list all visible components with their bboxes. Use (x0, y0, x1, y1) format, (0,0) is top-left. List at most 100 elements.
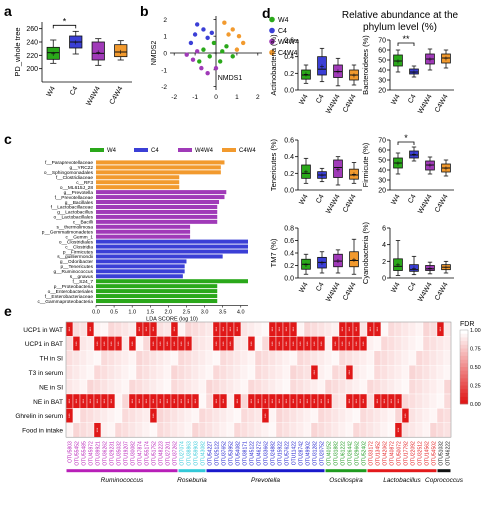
c-bar (96, 289, 218, 294)
e-cell (226, 422, 235, 438)
d0-y-tick-label: 0.0 (284, 88, 294, 95)
e-cell (352, 365, 361, 380)
e-cell (443, 393, 452, 409)
e-cell-marker: *** (103, 398, 107, 403)
e-cell (387, 379, 396, 395)
a-x-tick-label: C4W4 (109, 85, 125, 105)
e-cell (345, 379, 354, 395)
c-category-label: s__gnavus (70, 275, 94, 280)
c-category-label: f__Prevotellaceae (55, 195, 94, 201)
e-colorbar-segment (460, 341, 468, 346)
d2-y-tick-label: 0.4 (284, 154, 294, 161)
e-cell (226, 379, 235, 395)
e-colorbar-tick-label: 0.75 (470, 347, 481, 353)
e-cell (429, 321, 438, 337)
c-bar (96, 254, 223, 259)
e-cell (219, 422, 228, 438)
e-cell (184, 321, 193, 337)
e-cell (401, 422, 410, 438)
b-legend-label: W4 (278, 17, 289, 24)
e-group-label: Ruminococcus (101, 477, 144, 484)
d5-x-tick-label: C4W4 (434, 281, 450, 301)
d1-y-tick-label: 70 (378, 38, 386, 45)
c-bar (96, 299, 218, 304)
e-colorbar-segment (460, 355, 468, 360)
d4-box-W4: + (301, 253, 311, 275)
e-colorbar-segment (460, 344, 468, 349)
d0-mean-marker: + (304, 70, 309, 79)
e-cell-marker: *** (397, 427, 401, 432)
d5-box (425, 265, 435, 271)
e-cell (93, 365, 102, 380)
e-column-label: OTU46272 (257, 441, 263, 466)
c-category-label: p__Tenericutes (60, 264, 93, 270)
e-cell-marker: *** (131, 341, 135, 346)
d3-mean-marker: + (396, 159, 401, 168)
e-cell (254, 350, 263, 366)
d3-y-tick-label: 60 (378, 148, 386, 155)
e-cell (373, 336, 382, 351)
e-cell (338, 422, 347, 438)
e-cell (156, 365, 165, 380)
e-cell (72, 350, 81, 366)
e-cell (296, 321, 305, 337)
e-group-bar (325, 469, 367, 473)
e-cell (408, 365, 417, 380)
e-column-label: OTU45122 (250, 441, 256, 466)
e-cell (107, 379, 116, 395)
e-cell (324, 350, 333, 366)
e-cell (443, 350, 452, 366)
e-cell (114, 379, 123, 395)
e-cell (163, 408, 172, 423)
e-column-label: OTU37262 (173, 441, 179, 466)
d2-x-tick-label: W4W4 (325, 193, 342, 215)
b-point-W4 (201, 47, 206, 52)
e-column-label: OTU45972 (89, 441, 95, 466)
e-cell (415, 321, 424, 337)
e-cell (107, 321, 116, 337)
e-cell (401, 336, 410, 351)
e-colorbar-tick-label: 0.50 (470, 365, 481, 371)
e-cell (331, 408, 340, 423)
e-cell (233, 422, 242, 438)
e-cell (191, 350, 200, 366)
e-column-label: OTU31882 (334, 441, 340, 466)
c-bar (96, 264, 185, 269)
c-bar (96, 234, 191, 239)
e-cell (65, 365, 74, 380)
e-column-label: OTU52402 (362, 441, 368, 466)
e-cell (128, 379, 137, 395)
e-cell (191, 379, 200, 395)
e-column-label: OTU51032 (439, 441, 445, 466)
e-column-label: OTU35032 (117, 441, 123, 466)
e-cell (205, 336, 214, 351)
c-bar (96, 279, 248, 284)
e-cell (93, 379, 102, 395)
e-row-label: NE in BAT (33, 399, 63, 406)
c-x-tick-label: 0.5 (110, 310, 118, 316)
b-point-W4W4 (184, 52, 189, 57)
e-cell (149, 350, 158, 366)
e-colorbar-segment (460, 381, 468, 386)
e-cell (247, 321, 256, 337)
panel-e-heatmap: UCP1 in WAT *** *** *** *** *** *** *** *** *** **… (15, 321, 480, 484)
e-cell (296, 365, 305, 380)
b-y-tick-label: 2 (163, 17, 167, 24)
e-cell (240, 422, 249, 438)
e-cell (128, 350, 137, 366)
e-cell (394, 336, 403, 351)
a-mean-marker: + (73, 38, 78, 47)
e-cell (436, 408, 445, 423)
e-cell (163, 350, 172, 366)
e-cell-marker: *** (152, 341, 156, 346)
e-cell (247, 408, 256, 423)
e-cell (422, 336, 431, 351)
e-cell (359, 422, 368, 438)
c-bar (96, 224, 191, 229)
c-bar (96, 190, 227, 195)
e-column-label: OTU13452 (376, 441, 382, 466)
e-group-bar (206, 469, 325, 473)
e-cell-marker: *** (166, 398, 170, 403)
e-cell-marker: *** (215, 341, 219, 346)
e-cell (142, 379, 151, 395)
